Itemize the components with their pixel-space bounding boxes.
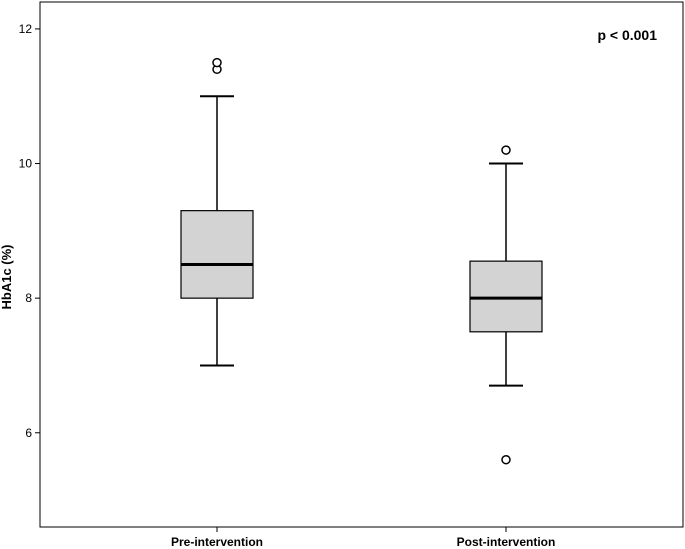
y-axis: 6 8 10 12 <box>19 22 40 440</box>
plot-area <box>39 1 684 528</box>
box-1 <box>469 145 543 465</box>
y-tick-label: 8 <box>25 291 32 305</box>
x-axis: Pre-intervention Post-intervention <box>171 527 555 549</box>
y-tick-label: 6 <box>25 426 32 440</box>
box-0 <box>180 57 254 367</box>
iqr-box <box>180 210 254 299</box>
outlier-point <box>501 454 511 465</box>
y-tick-label: 12 <box>19 22 33 36</box>
x-tick-label: Pre-intervention <box>171 535 263 549</box>
y-axis-label: HbA1c (%) <box>0 244 14 309</box>
x-tick-label: Post-intervention <box>457 535 556 549</box>
outlier-point <box>501 145 511 155</box>
y-tick-label: 10 <box>19 157 33 171</box>
p-value-annotation: p < 0.001 <box>597 27 657 43</box>
boxes-group <box>180 57 543 465</box>
outlier-point <box>212 57 222 68</box>
iqr-box <box>469 260 543 333</box>
